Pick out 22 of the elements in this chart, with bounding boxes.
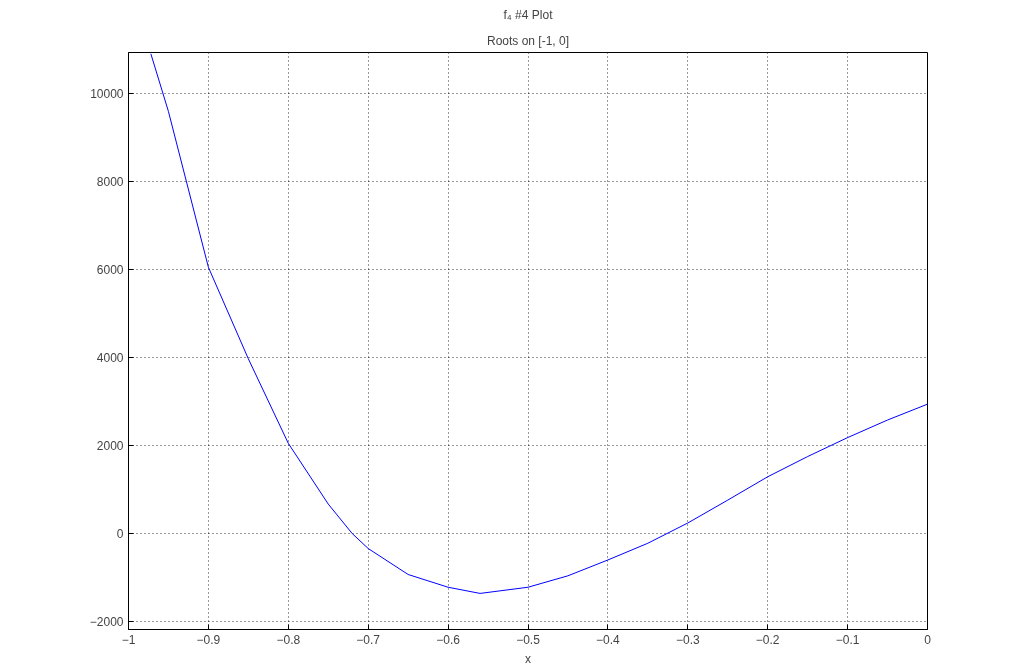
y-tick-label: 2000 [96,439,124,454]
line-series [150,53,928,594]
y-tick-label: 8000 [96,174,124,189]
x-tick-label: −0.7 [356,632,381,647]
chart-subtitle: Roots on [-1, 0] [486,33,570,48]
y-tick-label: 4000 [96,351,124,365]
y-tick-label: −2000 [89,615,124,630]
y-tick-label: 6000 [96,262,124,277]
x-tick-label: −0.1 [835,632,860,647]
x-axis-title: x [525,651,531,666]
x-tick-label: −0.5 [516,632,541,647]
x-tick-label: −0.3 [675,632,700,647]
x-tick-label: −0.9 [196,632,221,647]
y-tick-label: 0 [116,527,124,542]
x-tick-label: −0.6 [436,632,461,647]
chart-title: f₄ #4 Plot [503,7,554,22]
x-tick-label: −0.2 [755,632,780,647]
x-tick-label: −0.4 [596,632,621,647]
x-tick-label: −1 [121,632,136,647]
x-tick-label: −0.8 [276,632,301,647]
y-tick-label: 10000 [90,86,124,101]
x-tick-label: 0 [924,632,932,647]
